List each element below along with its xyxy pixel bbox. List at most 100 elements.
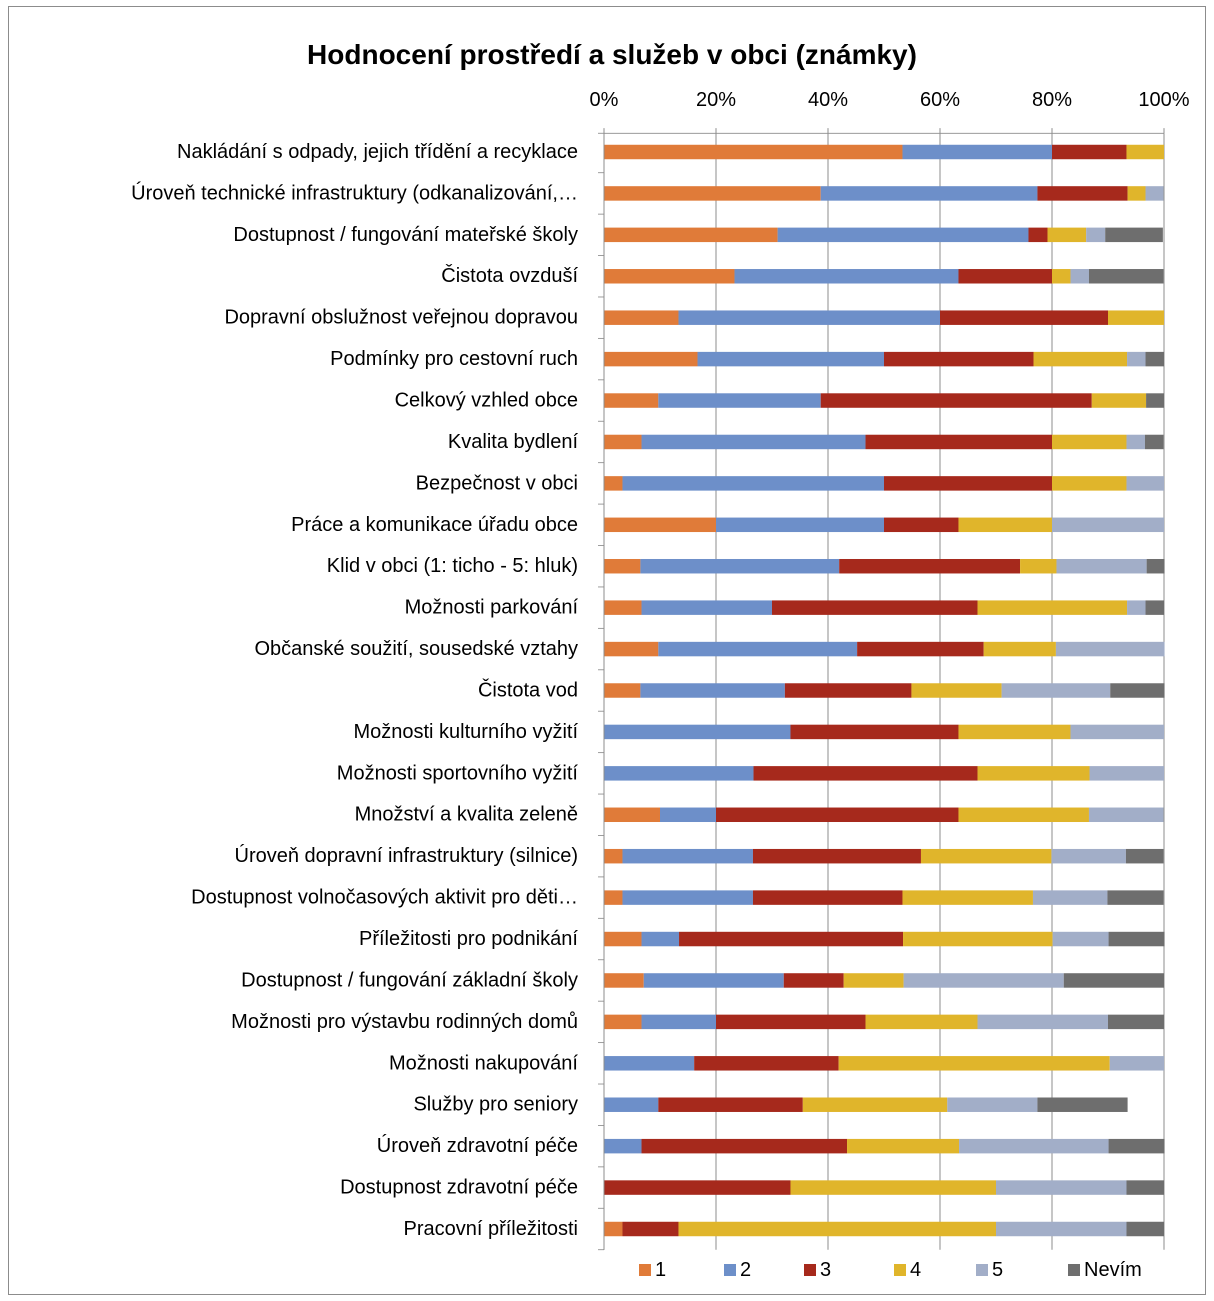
- bar-segment: [658, 1097, 803, 1112]
- category-label: Možnosti sportovního vyžití: [337, 762, 579, 784]
- legend-label: Nevím: [1084, 1259, 1142, 1281]
- bar-segment: [716, 1014, 866, 1030]
- bar-segment: [641, 1014, 716, 1030]
- bar-segment: [658, 641, 858, 657]
- bar-segment: [884, 476, 1052, 491]
- bar-segment: [1126, 1180, 1164, 1195]
- bar-segment: [697, 351, 884, 367]
- bar-segment: [622, 848, 753, 864]
- chart-title: Hodnocení prostředí a služeb v obci (zná…: [307, 39, 917, 70]
- bar-segment: [902, 144, 1052, 160]
- bar-segment: [604, 351, 698, 367]
- category-label: Množství a kvalita zeleně: [355, 804, 578, 826]
- category-label: Dostupnost volnočasových aktivit pro dět…: [191, 887, 578, 909]
- bar-segment: [678, 1221, 996, 1237]
- category-label: Občanské soužití, sousedské vztahy: [255, 638, 579, 660]
- bar-segment: [820, 393, 1092, 408]
- category-label: Služby pro seniory: [413, 1094, 578, 1116]
- bar-segment: [959, 1138, 1109, 1154]
- bar-segment: [1020, 558, 1057, 574]
- bar-segment: [1052, 269, 1071, 284]
- bar-segment: [734, 269, 959, 284]
- legend-label: 4: [910, 1259, 921, 1281]
- bar-segment: [1052, 931, 1109, 947]
- bar-segment: [643, 973, 784, 988]
- bar-segment: [604, 310, 679, 325]
- category-label: Dostupnost / fungování základní školy: [241, 969, 578, 991]
- bar-segment: [622, 476, 884, 491]
- bar-segment: [838, 1056, 1110, 1071]
- bar-segment: [1056, 558, 1147, 574]
- bar-segment: [947, 1097, 1038, 1112]
- bar-segment: [1088, 807, 1164, 823]
- bar-segment: [604, 558, 641, 574]
- bar-segment: [1108, 1014, 1164, 1030]
- bar-segment: [996, 1180, 1127, 1195]
- category-label: Úroveň dopravní infrastruktury (silnice): [235, 844, 578, 867]
- bar-segment: [658, 393, 821, 408]
- legend-swatch: [1068, 1264, 1080, 1276]
- category-label: Možnosti nakupování: [389, 1052, 578, 1074]
- bar-segment: [1109, 1056, 1164, 1071]
- bar-segment: [604, 517, 716, 533]
- bar-segment: [802, 1097, 948, 1112]
- x-tick-label: 0%: [590, 89, 619, 111]
- bar-segment: [641, 600, 772, 615]
- bar-segment: [604, 1014, 642, 1030]
- bar-segment: [1127, 351, 1146, 367]
- legend-swatch: [804, 1264, 816, 1276]
- bar-segment: [679, 931, 904, 947]
- category-label: Úroveň technické infrastruktury (odkanal…: [131, 181, 578, 204]
- bar-segment: [604, 1180, 791, 1195]
- x-tick-label: 100%: [1138, 89, 1189, 111]
- bar-segment: [857, 641, 984, 657]
- x-tick-label: 20%: [696, 89, 736, 111]
- bar-segment: [1127, 600, 1146, 615]
- bar-segment: [977, 600, 1128, 615]
- bar-segment: [604, 973, 644, 988]
- bar-segment: [958, 724, 1071, 740]
- bar-segment: [1052, 144, 1127, 160]
- category-label: Možnosti parkování: [405, 597, 579, 619]
- bar-segment: [604, 890, 623, 905]
- bar-segment: [847, 1138, 960, 1154]
- bar-segment: [1037, 186, 1128, 201]
- bar-segment: [604, 144, 903, 160]
- category-label: Dostupnost / fungování mateřské školy: [233, 224, 578, 246]
- legend: 1 2 3 4 5 Nevím: [639, 1259, 1142, 1281]
- bar-segment: [660, 807, 716, 823]
- category-label: Klid v obci (1: ticho - 5: hluk): [327, 555, 578, 577]
- bar-segment: [1126, 434, 1145, 450]
- bar-segment: [1070, 269, 1089, 284]
- bar-segment: [1108, 310, 1164, 325]
- bar-segment: [604, 1056, 695, 1071]
- bar-segment: [1146, 558, 1165, 574]
- bar-segment: [1126, 144, 1164, 160]
- bar-segment: [604, 269, 735, 284]
- bar-segment: [1108, 1138, 1165, 1154]
- category-label: Dostupnost zdravotní péče: [340, 1177, 578, 1199]
- category-label: Čistota ovzduší: [441, 264, 578, 287]
- category-label: Možnosti kulturního vyžití: [353, 721, 578, 743]
- bar-segment: [604, 600, 642, 615]
- bar-segment: [920, 848, 1052, 864]
- category-label: Pracovní příležitosti: [403, 1218, 578, 1240]
- category-label: Čistota vod: [478, 678, 578, 701]
- bar-segment: [902, 890, 1033, 905]
- bar-segment: [1127, 186, 1146, 201]
- bar-segment: [1055, 641, 1165, 657]
- bar-segment: [996, 1221, 1127, 1237]
- legend-swatch: [894, 1264, 906, 1276]
- bar-segment: [1145, 600, 1164, 615]
- bar-segment: [1032, 890, 1108, 905]
- bar-segment: [604, 476, 623, 491]
- bar-segment: [790, 724, 959, 740]
- x-tick-label: 80%: [1032, 89, 1072, 111]
- legend-label: 5: [992, 1259, 1003, 1281]
- bar-segment: [1047, 227, 1087, 243]
- bar-segment: [604, 848, 623, 864]
- bar-segment: [604, 807, 660, 823]
- bar-segment: [772, 600, 978, 615]
- category-label: Možnosti pro výstavbu rodinných domů: [231, 1011, 578, 1033]
